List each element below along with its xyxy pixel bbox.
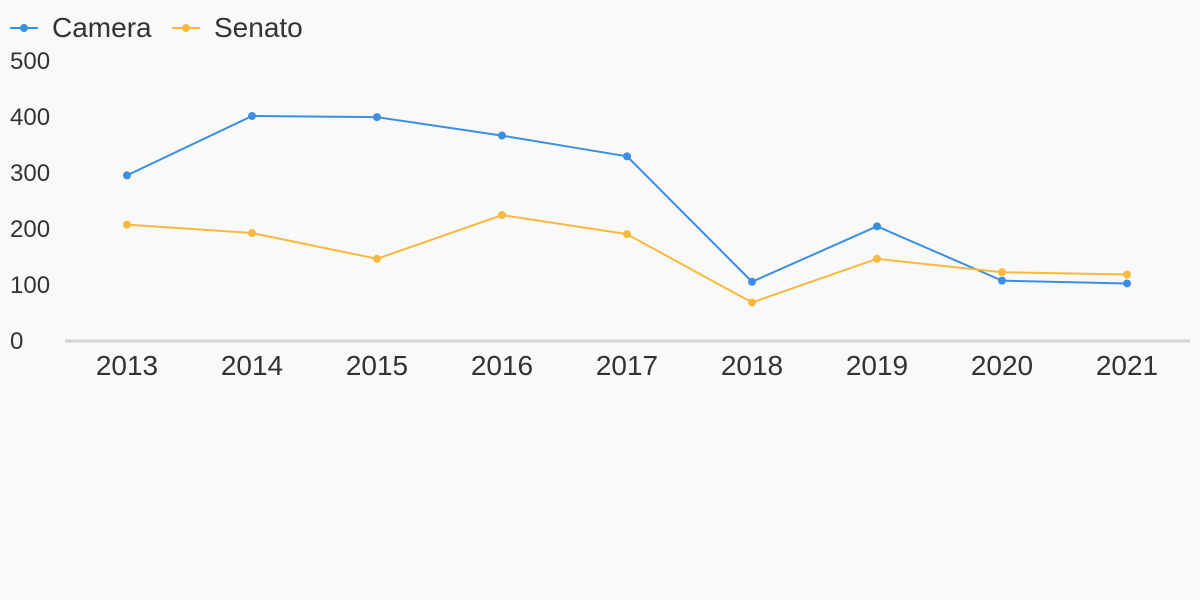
data-point-senato[interactable] [248, 229, 256, 238]
data-point-camera[interactable] [748, 277, 756, 286]
y-tick-label: 100 [10, 272, 50, 299]
y-tick-label: 300 [10, 160, 50, 187]
data-point-senato[interactable] [1123, 270, 1131, 279]
series-senato [123, 211, 1131, 307]
data-point-senato[interactable] [748, 298, 756, 307]
x-axis: 2013 2014 2015 2016 2017 2018 2019 2020 2021 [65, 339, 1190, 381]
y-tick-label: 200 [10, 216, 50, 243]
series-line-camera [126, 115, 1128, 285]
x-tick-label: 2018 [721, 350, 783, 381]
legend-marker-swatch [182, 24, 190, 32]
data-point-camera[interactable] [123, 171, 131, 180]
y-axis: 0 100 200 300 400 500 [10, 48, 50, 355]
data-point-camera[interactable] [498, 131, 506, 140]
x-tick-label: 2017 [596, 350, 658, 381]
y-tick-label: 500 [10, 48, 50, 75]
data-point-camera[interactable] [998, 276, 1006, 285]
x-tick-label: 2020 [971, 350, 1033, 381]
x-tick-label: 2021 [1096, 350, 1158, 381]
legend-label: Camera [52, 12, 152, 43]
data-point-senato[interactable] [873, 254, 881, 263]
data-point-senato[interactable] [373, 254, 381, 263]
y-tick-label: 400 [10, 104, 50, 131]
data-point-camera[interactable] [373, 113, 381, 122]
data-point-camera[interactable] [873, 222, 881, 231]
data-point-senato[interactable] [623, 230, 631, 239]
data-point-camera[interactable] [248, 112, 256, 120]
x-tick-label: 2015 [346, 350, 408, 381]
legend-marker-swatch [20, 24, 28, 32]
legend-label: Senato [214, 12, 303, 43]
legend-item-camera[interactable]: Camera [10, 12, 152, 43]
x-tick-label: 2013 [96, 350, 158, 381]
series-camera [123, 112, 1131, 288]
y-tick-label: 0 [10, 328, 23, 355]
data-point-camera[interactable] [623, 152, 631, 161]
series-line-senato [126, 214, 1128, 304]
plot-area [123, 112, 1131, 307]
legend: Camera Senato [10, 12, 303, 43]
data-point-senato[interactable] [998, 268, 1006, 277]
x-tick-label: 2014 [221, 350, 283, 381]
data-point-camera[interactable] [1123, 279, 1131, 288]
legend-item-senato[interactable]: Senato [172, 12, 303, 43]
x-tick-label: 2019 [846, 350, 908, 381]
data-point-senato[interactable] [498, 211, 506, 220]
x-tick-label: 2016 [471, 350, 533, 381]
data-point-senato[interactable] [123, 220, 131, 229]
